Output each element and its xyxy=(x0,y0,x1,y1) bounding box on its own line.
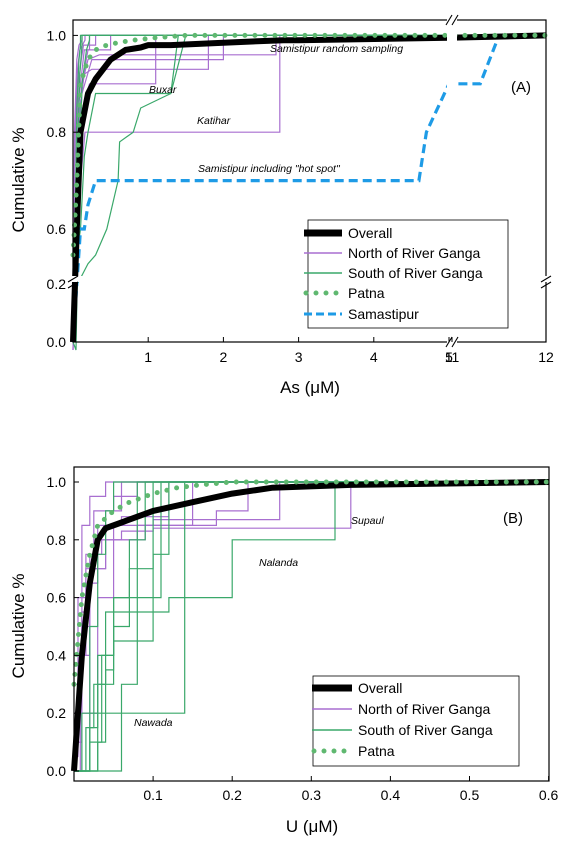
series-b-patna-line xyxy=(71,479,552,687)
panel-b-label: (B) xyxy=(503,510,523,527)
panel-a-ticks: 1 2 3 4 511 120.00.20.60.81.0 xyxy=(47,27,554,365)
panel-b-site-curve-14 xyxy=(74,481,549,772)
panel-b-x-tick-label-0.5: 0.5 xyxy=(460,787,480,803)
series-a-patna-line xyxy=(70,32,549,258)
legend-a-label-overall: Overall xyxy=(348,225,392,241)
legend-a-label-north: North of River Ganga xyxy=(348,245,480,261)
panel-a-x-tick-label-4: 4 xyxy=(370,349,378,365)
annotation-supaul: Supaul xyxy=(351,515,384,527)
panel-a-y-tick-label-0.6: 0.6 xyxy=(47,221,67,237)
panel-a-legend-box xyxy=(307,219,509,329)
panel-b-y-tick-label-0.8: 0.8 xyxy=(47,532,67,548)
legend-b-label-north: North of River Ganga xyxy=(358,701,490,717)
panel-b-x-axis-label: U (μM) xyxy=(286,817,338,836)
legend-b-label-patna: Patna xyxy=(358,743,395,759)
panel-b-y-tick-label-0.0: 0.0 xyxy=(47,763,67,779)
annotation-samistipur-random: Samistipur random sampling xyxy=(270,43,403,55)
panel-b-x-tick-label-0.1: 0.1 xyxy=(143,787,163,803)
panel-a-label: (A) xyxy=(511,79,531,96)
panel-a-y-tick-label-0.8: 0.8 xyxy=(47,124,67,140)
annotation-katihar: Katihar xyxy=(197,115,231,127)
panel-b-y-tick-label-0.2: 0.2 xyxy=(47,705,67,721)
panel-a-x-break-gap xyxy=(447,14,457,348)
panel-b-y-axis-label: Cumulative % xyxy=(9,574,28,679)
panel-b-y-tick-label-1.0: 1.0 xyxy=(47,474,67,490)
panel-b: 0.1 0.2 0.3 0.4 0.5 0.6 0.0 0.2 0.4 0.6 0.8 1.0 U (… xyxy=(9,466,559,836)
panel-b-series xyxy=(71,479,552,772)
panel-a-y-tick-label-0.0: 0.0 xyxy=(47,334,67,350)
panel-a-series xyxy=(70,32,549,343)
panel-b-x-tick-label-0.3: 0.3 xyxy=(302,787,322,803)
panel-a-x-tick-label-5: 5 xyxy=(445,349,453,365)
legend-b-label-south: South of River Ganga xyxy=(358,722,493,738)
panel-b-y-tick-label-0.4: 0.4 xyxy=(47,647,67,663)
annotation-nawada: Nawada xyxy=(134,717,173,729)
panel-b-ticks: 0.1 0.2 0.3 0.4 0.5 0.6 0.0 0.2 0.4 0.6 0.8 1.0 xyxy=(47,474,559,803)
panel-b-site-curve-15 xyxy=(74,481,549,772)
panel-a-plot-frame xyxy=(72,19,547,343)
panel-a-y-axis-label: Cumulative % xyxy=(9,128,28,233)
panel-b-x-tick-label-0.4: 0.4 xyxy=(381,787,401,803)
series-b-overall-line xyxy=(71,479,549,772)
panel-b-x-tick-label-0.6: 0.6 xyxy=(539,787,559,803)
panel-a-x-tick-label-12: 12 xyxy=(538,349,554,365)
panel-b-x-tick-label-0.2: 0.2 xyxy=(222,787,242,803)
annotation-samistipur-hotspot: Samistipur including "hot spot" xyxy=(198,163,341,175)
panel-a-x-tick-label-1: 1 xyxy=(144,349,152,365)
legend-a-label-samastipur: Samastipur xyxy=(348,306,419,322)
panel-a-x-tick-label-11: 11 xyxy=(445,349,460,365)
annotation-buxar: Buxar xyxy=(149,84,177,96)
panel-a-x-tick-label-2: 2 xyxy=(220,349,228,365)
panel-b-legend: Overall North of River Ganga South of Ri… xyxy=(311,675,520,767)
panel-a-y-tick-label-0.2: 0.2 xyxy=(47,276,67,292)
panel-a-legend: Overall North of River Ganga South of Ri… xyxy=(303,219,509,329)
panel-b-y-tick-label-0.6: 0.6 xyxy=(47,590,67,606)
panel-a-x-axis-label: As (μM) xyxy=(280,378,340,397)
panel-a-y-tick-label-1.0: 1.0 xyxy=(47,27,67,43)
legend-a-label-south: South of River Ganga xyxy=(348,265,483,281)
panel-b-individual-site-curves xyxy=(74,481,549,772)
series-a-samastipur-line xyxy=(71,33,546,343)
legend-a-label-patna: Patna xyxy=(348,285,385,301)
annotation-nalanda: Nalanda xyxy=(259,557,298,569)
legend-b-label-overall: Overall xyxy=(358,680,402,696)
panel-a-site-curve-10 xyxy=(72,34,546,343)
panel-a-x-tick-label-3: 3 xyxy=(295,349,303,365)
panel-b-site-curve-13 xyxy=(74,481,549,772)
series-a-overall-line xyxy=(70,32,547,343)
panel-a: 1 2 3 4 511 120.00.20.60.81.0 As (μM) Cumulat… xyxy=(9,14,554,397)
